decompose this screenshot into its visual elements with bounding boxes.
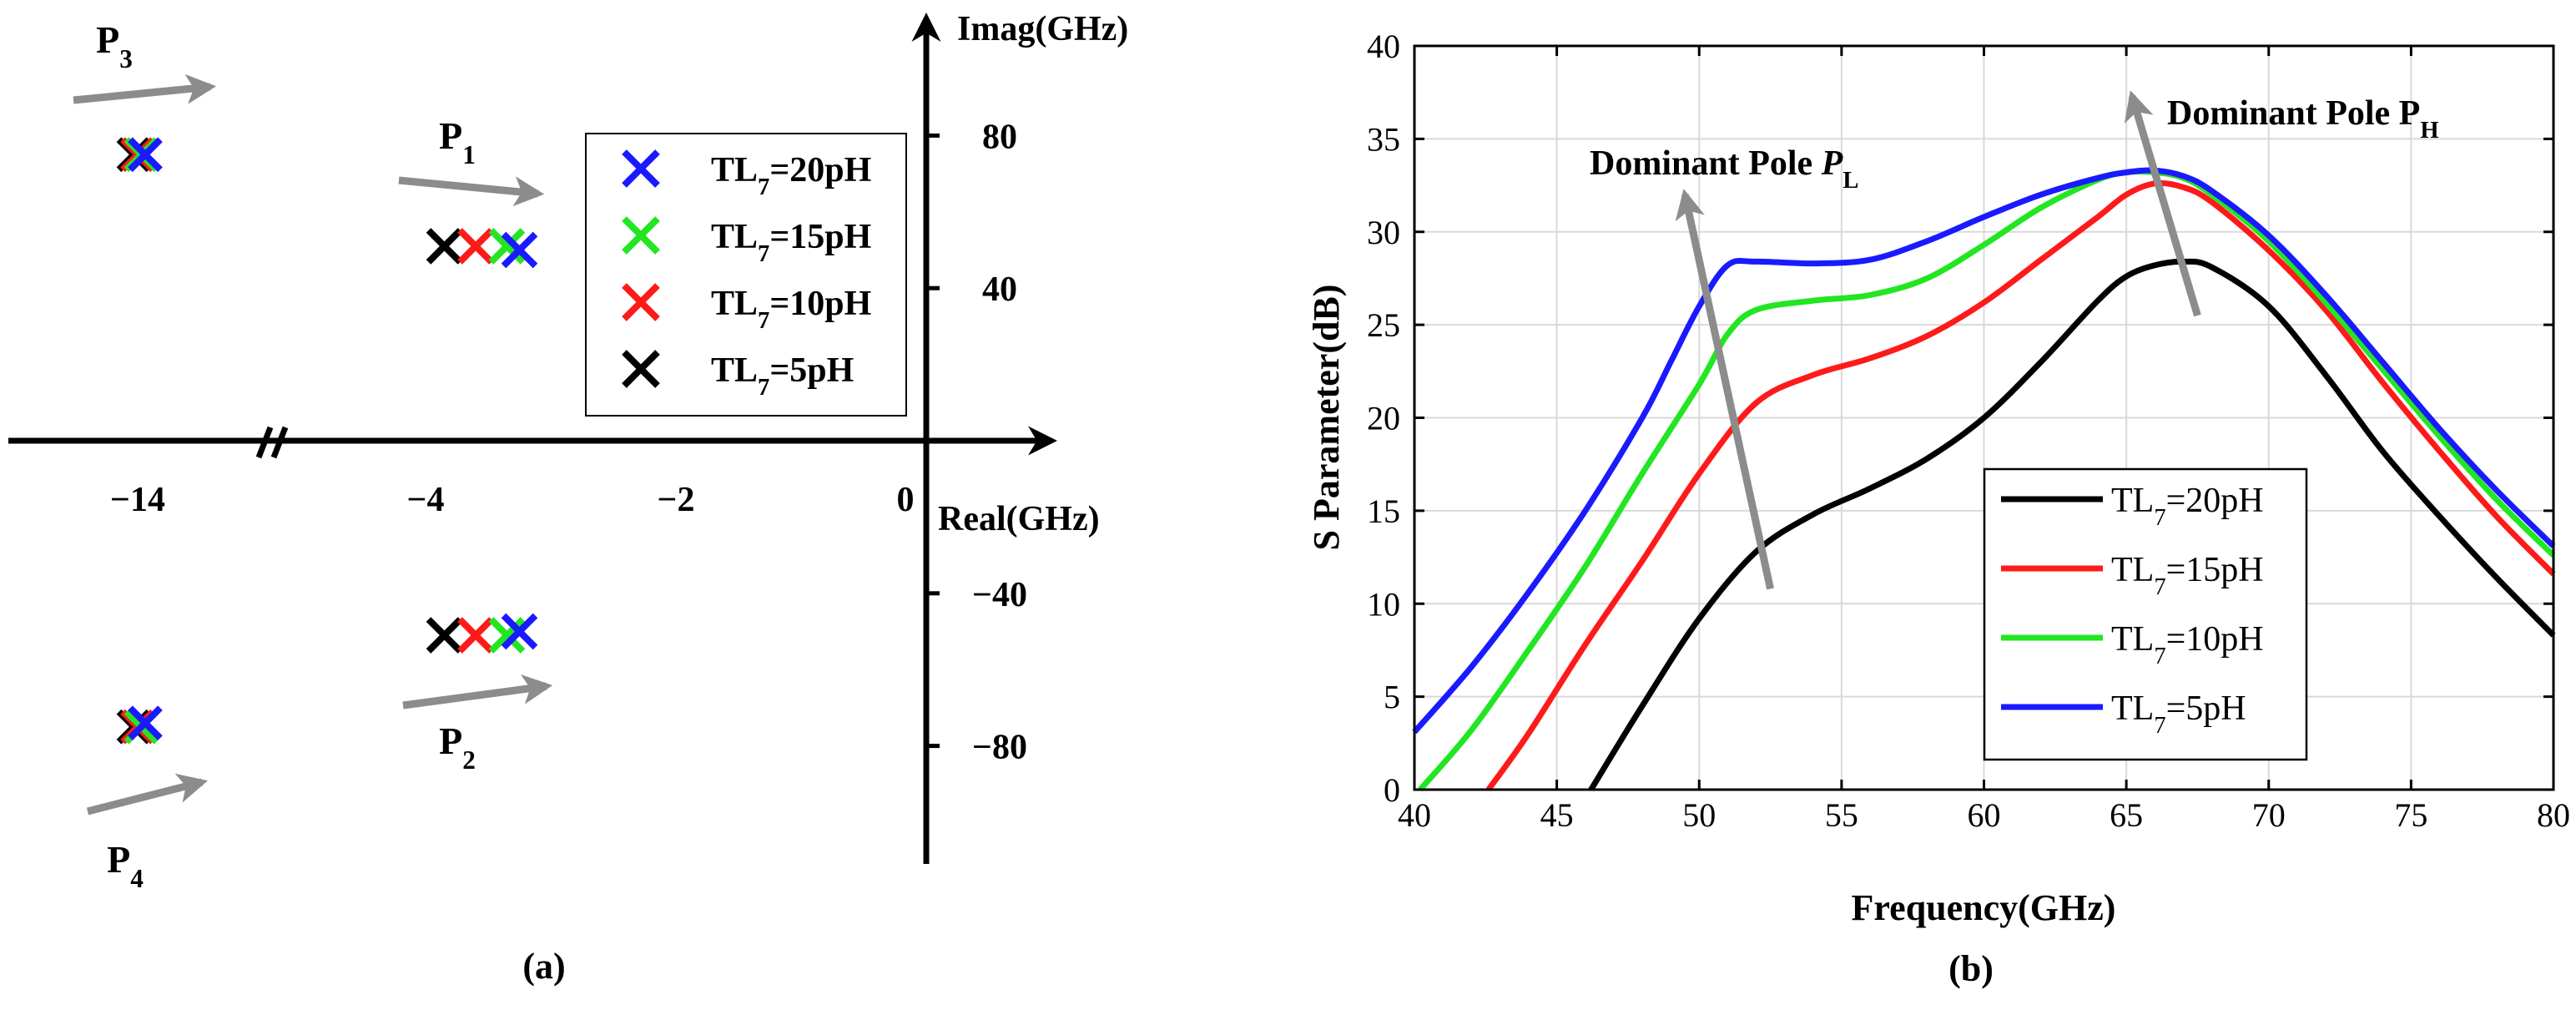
legend-a-label: TL7=5pH bbox=[711, 351, 854, 401]
legend-b-label: TL7=10pH bbox=[2111, 620, 2264, 669]
x-tick-label: −14 bbox=[110, 481, 165, 519]
legend-a-marker bbox=[622, 283, 660, 321]
y-tick-label: 40 bbox=[1367, 28, 1400, 65]
x-tick-label: 45 bbox=[1540, 796, 1574, 834]
legend-a-marker bbox=[622, 149, 660, 188]
y-tick-label: 15 bbox=[1367, 492, 1400, 530]
s-parameter-panel: 40 45 50 55 60 65 70 75 80 0 5 10 15 20 25 30 35 40 Domin… bbox=[1306, 28, 2570, 989]
x-tick-label: 40 bbox=[1398, 796, 1431, 834]
imag-axis-label: Imag(GHz) bbox=[957, 10, 1128, 48]
pole-marker-p3 bbox=[128, 137, 163, 173]
legend-a-label: TL7=10pH bbox=[711, 285, 871, 334]
legend-b-label: TL7=5pH bbox=[2111, 689, 2246, 739]
y-axis-label: S Parameter(dB) bbox=[1306, 285, 1347, 551]
x-tick-label: 80 bbox=[2537, 796, 2570, 834]
y-tick-label: 35 bbox=[1367, 120, 1400, 158]
pole-shift-arrow-p3 bbox=[73, 73, 217, 104]
legend-a: TL7=20pH TL7=15pH TL7=10pH TL7=5pH bbox=[585, 133, 907, 417]
legend-b-label: TL7=20pH bbox=[2111, 482, 2264, 531]
pole-shift-arrow-p1 bbox=[398, 176, 545, 207]
pole-marker-p1 bbox=[457, 228, 494, 265]
y-tick-label: −40 bbox=[972, 576, 1027, 614]
pole-marker-p2 bbox=[457, 617, 494, 654]
axis-break-mark bbox=[270, 426, 289, 459]
legend-b-label: TL7=15pH bbox=[2111, 551, 2264, 600]
x-tick-label: 55 bbox=[1825, 796, 1858, 834]
x-tick-label: 75 bbox=[2394, 796, 2427, 834]
real-axis-label: Real(GHz) bbox=[938, 500, 1100, 538]
pole-shift-arrow-p4 bbox=[86, 773, 208, 816]
pole-marker-p1 bbox=[488, 228, 526, 265]
legend-a-marker bbox=[622, 350, 660, 388]
pole-marker-p2 bbox=[501, 613, 538, 650]
y-tick-label: 80 bbox=[982, 118, 1017, 156]
pole-label-p2: P2 bbox=[439, 720, 476, 775]
pole-label-p1: P1 bbox=[439, 114, 476, 169]
y-tick-label: 20 bbox=[1367, 400, 1400, 437]
pole-marker-p4 bbox=[128, 705, 163, 741]
pole-label-p3: P3 bbox=[96, 18, 133, 73]
series-line-3 bbox=[1418, 169, 2556, 792]
series-line-4 bbox=[1412, 167, 2556, 735]
dominant-pole-arrow-2 bbox=[2124, 90, 2201, 317]
y-tick-label: 30 bbox=[1367, 214, 1400, 251]
x-tick-label: −2 bbox=[658, 481, 695, 519]
legend-b-box bbox=[1983, 467, 2308, 761]
x-tick-label: 0 bbox=[897, 481, 915, 519]
pole-marker-p2 bbox=[426, 617, 463, 654]
pole-shift-arrow-p2 bbox=[402, 674, 553, 710]
panel-b-label: (b) bbox=[1948, 948, 1994, 989]
y-tick-label: 5 bbox=[1384, 679, 1400, 716]
y-tick-label: 25 bbox=[1367, 306, 1400, 344]
y-tick-label: 10 bbox=[1367, 585, 1400, 623]
x-tick-label: 65 bbox=[2110, 796, 2143, 834]
x-tick-label: 50 bbox=[1682, 796, 1716, 834]
legend-b: TL7=20pH TL7=15pH TL7=10pH TL7=5pH bbox=[1983, 467, 2308, 761]
y-tick-label: −80 bbox=[972, 729, 1027, 767]
y-tick-label: 40 bbox=[982, 270, 1017, 309]
annotation-dominant-pole-ph: Dominant Pole PH bbox=[2167, 94, 2439, 144]
pole-marker-p2 bbox=[488, 617, 526, 654]
series-line-1 bbox=[1588, 258, 2556, 791]
axis-break-mark bbox=[255, 426, 274, 459]
panel-a-label: (a) bbox=[522, 946, 565, 987]
legend-a-label: TL7=15pH bbox=[711, 218, 871, 267]
x-tick-label: 60 bbox=[1968, 796, 2001, 834]
dominant-pole-arrow-1 bbox=[1675, 189, 1774, 590]
series-line-2 bbox=[1485, 179, 2556, 792]
x-axis-label: Frequency(GHz) bbox=[1852, 887, 2116, 928]
x-tick-label: 70 bbox=[2252, 796, 2286, 834]
legend-a-label: TL7=20pH bbox=[711, 151, 871, 200]
pole-marker-p1 bbox=[426, 228, 463, 265]
pole-marker-p1 bbox=[501, 231, 538, 269]
annotation-dominant-pole-pl: Dominant Pole PL bbox=[1590, 144, 1858, 194]
pole-label-p4: P4 bbox=[107, 838, 144, 893]
legend-a-marker bbox=[622, 216, 660, 255]
y-tick-label: 0 bbox=[1384, 771, 1400, 809]
x-tick-label: −4 bbox=[407, 481, 445, 519]
